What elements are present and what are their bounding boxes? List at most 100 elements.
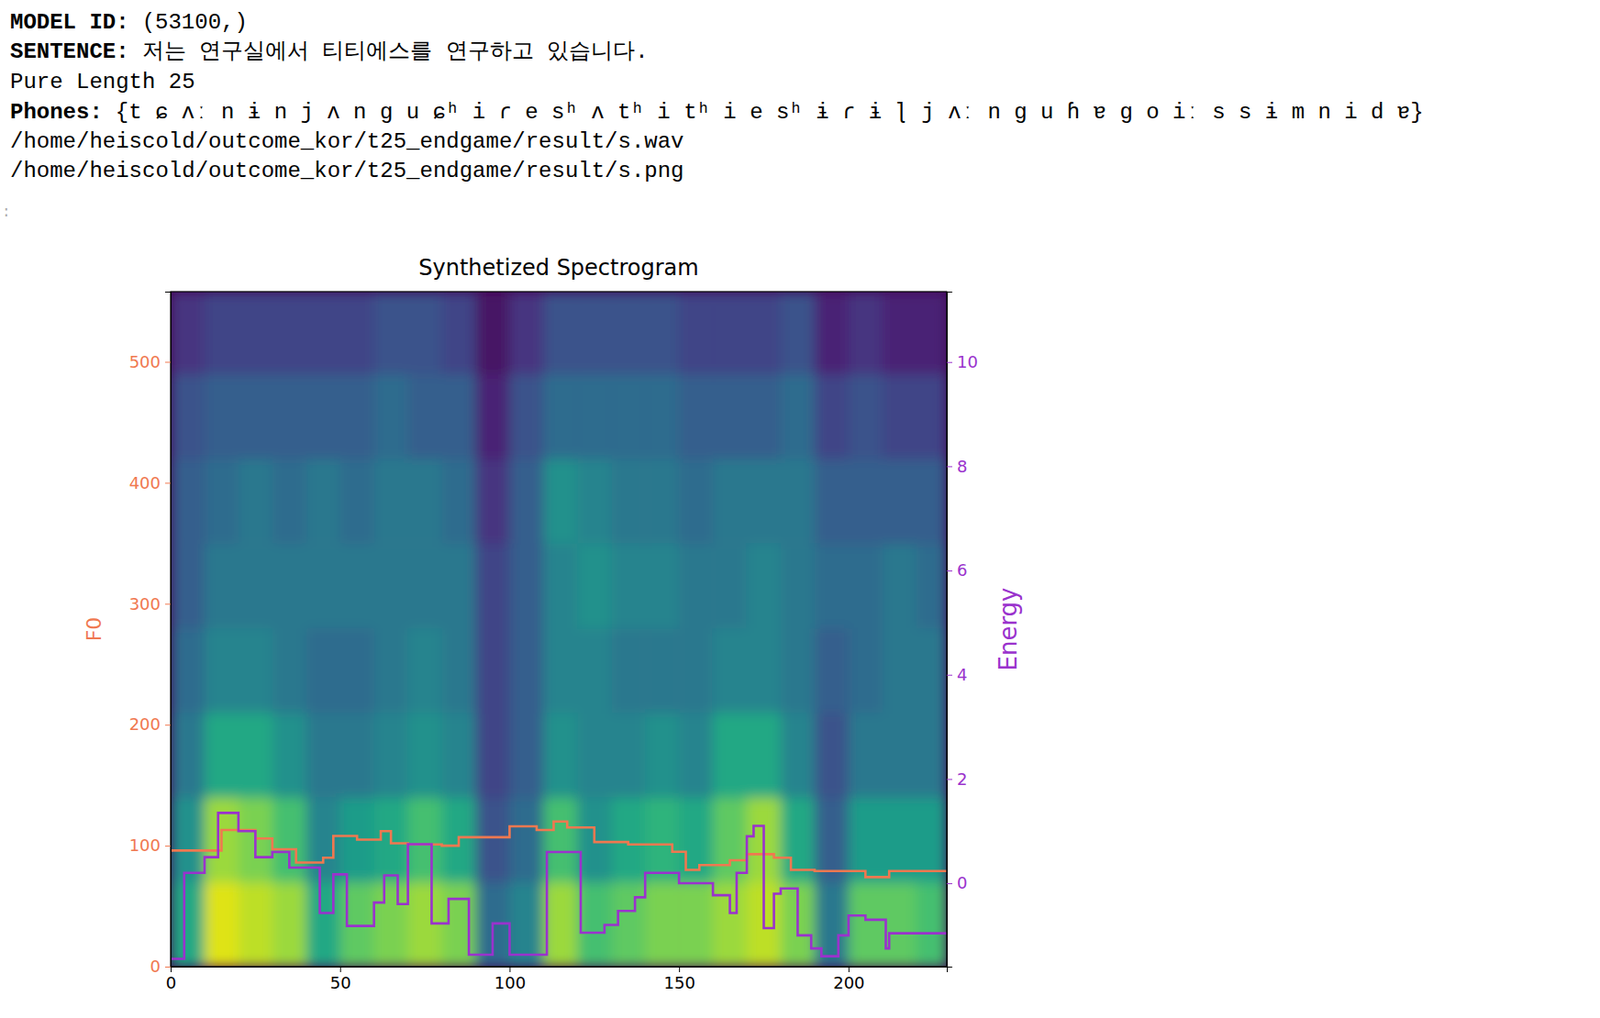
spectrogram-cell — [848, 882, 883, 967]
spectrogram-cell — [577, 291, 612, 375]
spectrogram-cell — [204, 628, 239, 714]
spectrogram-cell — [780, 374, 815, 460]
plot-area — [170, 291, 947, 967]
tick: 300 — [129, 594, 171, 614]
tick: 0 — [166, 966, 177, 993]
spectrogram-cell — [611, 458, 645, 545]
spectrogram-cell — [916, 628, 947, 714]
spectrogram-cell — [170, 712, 205, 799]
spectrogram-cell — [882, 291, 917, 375]
tick-mark — [946, 675, 953, 677]
spectrogram-cell — [475, 797, 510, 883]
spectrogram-cell — [543, 882, 578, 967]
spectrogram-cell — [170, 291, 205, 375]
y2-axis-title: Energy — [994, 587, 1023, 671]
tick: 8 — [946, 456, 967, 477]
spectrogram-cell — [442, 291, 477, 375]
spectrogram-cell — [408, 291, 443, 375]
spectrogram-cell — [238, 291, 273, 375]
axis-line — [171, 967, 948, 974]
spectrogram-cell — [475, 458, 510, 545]
spectrogram-cell — [577, 374, 612, 460]
spectrogram-cell — [814, 291, 849, 375]
tick-mark — [946, 466, 953, 467]
tick-mark — [165, 966, 171, 968]
spectrogram-cell — [475, 628, 510, 714]
spectrogram-cell — [712, 291, 747, 375]
axis-line — [947, 292, 954, 968]
x-axis: 050100150200 — [166, 966, 948, 993]
spectrogram-cell — [272, 797, 307, 883]
spectrogram-cell — [204, 458, 239, 545]
tick-label: 0 — [956, 873, 967, 893]
spectrogram-cell — [204, 882, 239, 967]
output-label: MODEL ID: — [10, 10, 130, 35]
tick-label: 10 — [956, 352, 978, 372]
tick-label: 150 — [663, 973, 695, 993]
tick: 0 — [150, 956, 171, 977]
spectrogram-cell — [611, 628, 645, 714]
tick-mark — [165, 724, 171, 726]
tick-label: 200 — [833, 973, 865, 993]
spectrogram-cell — [746, 458, 781, 545]
spectrogram-cell — [374, 543, 409, 629]
spectrogram-cell — [272, 291, 307, 375]
spectrogram-cell — [272, 628, 307, 714]
spectrogram-cell — [577, 628, 612, 714]
spectrogram-cell — [611, 712, 645, 799]
spectrogram-cell — [611, 797, 645, 883]
spectrogram-cell — [306, 712, 341, 799]
spectrogram-cell — [577, 543, 612, 629]
tick-label: 500 — [129, 352, 161, 372]
spectrogram-cell — [678, 628, 713, 714]
spectrogram-cell — [306, 374, 341, 460]
spectrogram-cell — [780, 712, 815, 799]
tick-label: 4 — [956, 665, 967, 685]
tick: 100 — [494, 966, 526, 993]
spectrogram-cell — [543, 374, 578, 460]
spectrogram-cell — [272, 458, 307, 545]
spectrogram-cell — [644, 712, 679, 799]
tick-mark — [165, 603, 171, 605]
tick-label: 6 — [956, 560, 967, 580]
spectrogram-cell — [306, 291, 341, 375]
spectrogram-cell — [238, 628, 273, 714]
spectrogram-cell — [916, 291, 947, 375]
spectrogram-cell — [848, 628, 883, 714]
spectrogram-cell — [916, 882, 947, 967]
page: MODEL ID:(53100,)SENTENCE:저는 연구실에서 티티에스를… — [0, 0, 1600, 1018]
spectrogram-cell — [882, 628, 917, 714]
output-value: 저는 연구실에서 티티에스를 연구하고 있습니다. — [142, 39, 649, 65]
spectrogram-cell — [814, 882, 849, 967]
spectrogram-cell — [272, 712, 307, 799]
spectrogram-cell — [543, 458, 578, 545]
spectrogram-cell — [644, 882, 679, 967]
spectrogram-cell — [611, 291, 645, 375]
spectrogram-cell — [882, 712, 917, 799]
tick-label: 0 — [150, 956, 161, 977]
spectrogram-cell — [848, 712, 883, 799]
spectrogram-cell — [712, 712, 747, 799]
tick-mark — [848, 966, 850, 973]
tick-mark — [509, 966, 511, 973]
axis-line — [165, 292, 172, 968]
spectrogram-cell — [916, 797, 947, 883]
output-line: /home/heiscold/outcome_kor/t25_endgame/r… — [10, 158, 685, 184]
spectrogram-cell — [238, 882, 273, 967]
tick-mark — [946, 778, 953, 780]
spectrogram-cell — [170, 882, 205, 967]
spectrogram-cell — [712, 458, 747, 545]
tick-mark — [946, 362, 953, 364]
y-axis-title: F0 — [82, 617, 106, 643]
spectrogram-cell — [678, 291, 713, 375]
spectrogram-cell — [848, 543, 883, 629]
output-label: Phones: — [10, 100, 103, 125]
spectrogram-cell — [340, 882, 375, 967]
spectrogram-cell — [746, 628, 781, 714]
spectrogram-cell — [678, 712, 713, 799]
spectrogram-cell — [916, 543, 947, 629]
tick: 400 — [129, 473, 171, 493]
spectrogram-cell — [712, 628, 747, 714]
tick: 6 — [946, 560, 967, 580]
spectrogram-cell — [678, 374, 713, 460]
